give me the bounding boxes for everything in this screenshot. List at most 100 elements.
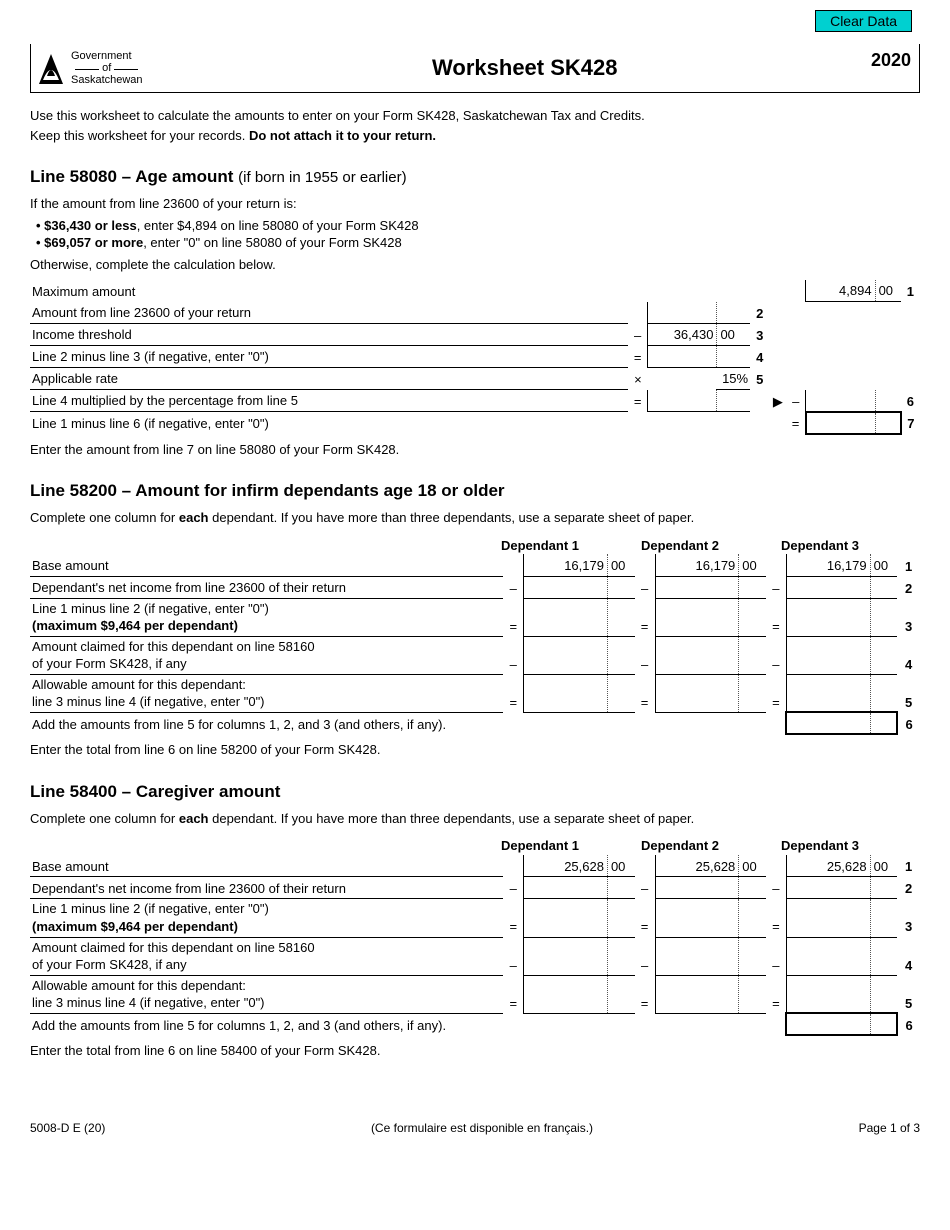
sec3-r3-d2[interactable] — [655, 899, 739, 937]
sec2-r1-c2[interactable]: 00 — [739, 554, 766, 576]
sec1-r3-num: 3 — [750, 324, 769, 346]
sec2-r1-d2[interactable]: 16,179 — [655, 554, 739, 576]
sec3-r2-c3[interactable] — [870, 877, 897, 899]
sec2-r5-c3[interactable] — [870, 674, 897, 712]
sec1-r6-cents[interactable] — [717, 390, 750, 412]
sec2-r3-c1[interactable] — [607, 598, 634, 636]
sec3-r5-c1[interactable] — [607, 975, 634, 1013]
sec3-r4-label: Amount claimed for this dependant on lin… — [30, 937, 503, 975]
sec1-r6-dollars[interactable] — [648, 390, 717, 412]
sec1-r7-dollars[interactable] — [806, 412, 875, 434]
sec2-r6-c[interactable] — [870, 712, 897, 734]
sec3-r2-d2[interactable] — [655, 877, 739, 899]
sec1-r3-cents[interactable]: 00 — [717, 324, 750, 346]
sec1-r1-cents[interactable]: 00 — [875, 280, 901, 302]
sec2-r2-c1[interactable] — [607, 576, 634, 598]
sec1-lead: If the amount from line 23600 of your re… — [30, 195, 920, 213]
sec2-r2-d1[interactable] — [524, 576, 608, 598]
sec2-r2-d2[interactable] — [655, 576, 739, 598]
worksheet-title: Worksheet SK428 — [143, 53, 907, 83]
sec1-r6-num: 6 — [901, 390, 920, 412]
sec1-r6-label: Line 4 multiplied by the percentage from… — [30, 390, 628, 412]
sec1-r3-dollars[interactable]: 36,430 — [648, 324, 717, 346]
sec2-r2-d3[interactable] — [786, 576, 870, 598]
sec3-r5-d2[interactable] — [655, 975, 739, 1013]
sec2-r4-d3[interactable] — [786, 636, 870, 674]
sec3-r2-c1[interactable] — [607, 877, 634, 899]
sec3-r3-c1[interactable] — [607, 899, 634, 937]
sec1-otherwise: Otherwise, complete the calculation belo… — [30, 256, 920, 274]
sec2-r3-d2[interactable] — [655, 598, 739, 636]
sec3-r1-c1[interactable]: 00 — [607, 855, 634, 877]
sec1-r4-dollars[interactable] — [648, 346, 717, 368]
sec3-r1-d3[interactable]: 25,628 — [786, 855, 870, 877]
sec2-r4-c3[interactable] — [870, 636, 897, 674]
sec3-r2-d1[interactable] — [524, 877, 608, 899]
sec1-bullets: $36,430 or less, enter $4,894 on line 58… — [36, 217, 920, 252]
sec1-r7-cents[interactable] — [875, 412, 901, 434]
sec3-r3-c3[interactable] — [870, 899, 897, 937]
sec3-r2-c2[interactable] — [739, 877, 766, 899]
sec1-r2-cents[interactable] — [717, 302, 750, 324]
sec3-r2-d3[interactable] — [786, 877, 870, 899]
sec2-r4-c1[interactable] — [607, 636, 634, 674]
sec3-r5-c2[interactable] — [739, 975, 766, 1013]
sec3-r4-c2[interactable] — [739, 937, 766, 975]
clear-data-button[interactable]: Clear Data — [815, 10, 912, 32]
sec3-r3-c2[interactable] — [739, 899, 766, 937]
sec3-r4-c1[interactable] — [607, 937, 634, 975]
sec2-r4-d2[interactable] — [655, 636, 739, 674]
sec2-r5-d1[interactable] — [524, 674, 608, 712]
sec3-r3-d3[interactable] — [786, 899, 870, 937]
gov-line2: of — [102, 62, 111, 74]
sec3-r5-d3[interactable] — [786, 975, 870, 1013]
sec2-r1-d1[interactable]: 16,179 — [524, 554, 608, 576]
sec2-r2-c2[interactable] — [739, 576, 766, 598]
sec2-r1-c1[interactable]: 00 — [607, 554, 634, 576]
gov-logo: Government of Saskatchewan — [37, 50, 143, 86]
sec2-r5-c1[interactable] — [607, 674, 634, 712]
sec3-r6-d[interactable] — [786, 1013, 870, 1035]
sec2-r5-d3[interactable] — [786, 674, 870, 712]
intro-p1: Use this worksheet to calculate the amou… — [30, 107, 920, 125]
sec3-r3-d1[interactable] — [524, 899, 608, 937]
sec1-r6b-dollars[interactable] — [806, 390, 875, 412]
sec3-r4-d3[interactable] — [786, 937, 870, 975]
sec3-r4-d1[interactable] — [524, 937, 608, 975]
sec3-r5-d1[interactable] — [524, 975, 608, 1013]
sec1-after: Enter the amount from line 7 on line 580… — [30, 441, 920, 459]
sec3-r4-d2[interactable] — [655, 937, 739, 975]
sec3-h2: Dependant 2 — [610, 837, 750, 855]
sec2-r6-label: Add the amounts from line 5 for columns … — [30, 712, 766, 734]
sec3-r6-label: Add the amounts from line 5 for columns … — [30, 1013, 766, 1035]
sec3-r5-c3[interactable] — [870, 975, 897, 1013]
sec2-r5-d2[interactable] — [655, 674, 739, 712]
sec2-r3-d3[interactable] — [786, 598, 870, 636]
sec2-r4-d1[interactable] — [524, 636, 608, 674]
sec2-r6-d[interactable] — [786, 712, 870, 734]
sec3-r1-c3[interactable]: 00 — [870, 855, 897, 877]
sec2-r2-c3[interactable] — [870, 576, 897, 598]
sec1-r6b-cents[interactable] — [875, 390, 901, 412]
sec2-r3-c3[interactable] — [870, 598, 897, 636]
sec2-r1-c3[interactable]: 00 — [870, 554, 897, 576]
sec3-r1-c2[interactable]: 00 — [739, 855, 766, 877]
sec1-r5-value: 15% — [717, 368, 750, 390]
sec1-r2-dollars[interactable] — [648, 302, 717, 324]
sec2-r4-c2[interactable] — [739, 636, 766, 674]
sec3-r4-c3[interactable] — [870, 937, 897, 975]
sec3-r1-d2[interactable]: 25,628 — [655, 855, 739, 877]
sec3-after: Enter the total from line 6 on line 5840… — [30, 1042, 920, 1060]
sec2-r1-d3[interactable]: 16,179 — [786, 554, 870, 576]
sec2-h1: Dependant 1 — [470, 537, 610, 555]
sec3-r1-d1[interactable]: 25,628 — [524, 855, 608, 877]
sec2-r5-c2[interactable] — [739, 674, 766, 712]
sec2-r3-c2[interactable] — [739, 598, 766, 636]
header-box: Government of Saskatchewan Worksheet SK4… — [30, 44, 920, 93]
sec2-r3-d1[interactable] — [524, 598, 608, 636]
sec2-r4-label: Amount claimed for this dependant on lin… — [30, 636, 503, 674]
sec3-r6-c[interactable] — [870, 1013, 897, 1035]
sec1-r1-dollars[interactable]: 4,894 — [806, 280, 875, 302]
sec1-r4-cents[interactable] — [717, 346, 750, 368]
sec2-heading: Line 58200 – Amount for infirm dependant… — [30, 480, 920, 503]
